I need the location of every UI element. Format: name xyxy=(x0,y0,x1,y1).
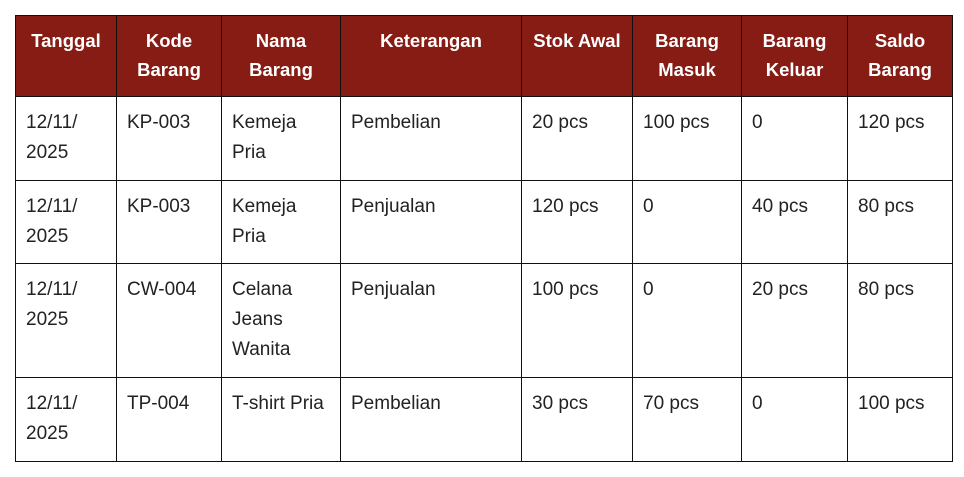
cell-nama-barang: Celana Jeans Wanita xyxy=(221,263,341,378)
cell-barang-masuk: 0 xyxy=(632,263,742,378)
stock-table: Tanggal Kode Barang Nama Barang Keterang… xyxy=(15,15,953,462)
cell-nama-barang: Kemeja Pria xyxy=(221,180,341,264)
cell-tanggal: 12/11/ 2025 xyxy=(15,96,117,181)
cell-stok-awal: 100 pcs xyxy=(521,263,633,378)
cell-saldo-barang: 80 pcs xyxy=(847,263,953,378)
cell-barang-masuk: 0 xyxy=(632,180,742,264)
cell-kode-barang: KP-003 xyxy=(116,180,222,264)
col-header-saldo-barang: Saldo Barang xyxy=(847,15,953,97)
table-row: 12/11/ 2025 CW-004 Celana Jeans Wanita Penj… xyxy=(15,263,953,378)
cell-barang-keluar: 20 pcs xyxy=(741,263,848,378)
col-header-kode-barang: Kode Barang xyxy=(116,15,222,97)
cell-keterangan: Pembelian xyxy=(340,96,522,181)
cell-nama-barang: Kemeja Pria xyxy=(221,96,341,181)
cell-saldo-barang: 80 pcs xyxy=(847,180,953,264)
header-row: Tanggal Kode Barang Nama Barang Keterang… xyxy=(15,15,953,97)
col-header-barang-masuk: Barang Masuk xyxy=(632,15,742,97)
cell-barang-keluar: 40 pcs xyxy=(741,180,848,264)
cell-kode-barang: TP-004 xyxy=(116,377,222,462)
cell-stok-awal: 30 pcs xyxy=(521,377,633,462)
cell-barang-keluar: 0 xyxy=(741,96,848,181)
cell-keterangan: Pembelian xyxy=(340,377,522,462)
cell-stok-awal: 20 pcs xyxy=(521,96,633,181)
table-row: 12/11/ 2025 KP-003 Kemeja Pria Penjualan 120… xyxy=(15,180,953,264)
cell-tanggal: 12/11/ 2025 xyxy=(15,377,117,462)
cell-barang-keluar: 0 xyxy=(741,377,848,462)
cell-nama-barang: T-shirt Pria xyxy=(221,377,341,462)
col-header-stok-awal: Stok Awal xyxy=(521,15,633,97)
cell-saldo-barang: 100 pcs xyxy=(847,377,953,462)
col-header-keterangan: Keterangan xyxy=(340,15,522,97)
cell-tanggal: 12/11/ 2025 xyxy=(15,180,117,264)
col-header-nama-barang: Nama Barang xyxy=(221,15,341,97)
cell-barang-masuk: 100 pcs xyxy=(632,96,742,181)
table-row: 12/11/ 2025 KP-003 Kemeja Pria Pembelian 20 … xyxy=(15,96,953,181)
cell-keterangan: Penjualan xyxy=(340,263,522,378)
cell-stok-awal: 120 pcs xyxy=(521,180,633,264)
table-row: 12/11/ 2025 TP-004 T-shirt Pria Pembelian 30… xyxy=(15,377,953,462)
cell-tanggal: 12/11/ 2025 xyxy=(15,263,117,378)
col-header-barang-keluar: Barang Keluar xyxy=(741,15,848,97)
cell-keterangan: Penjualan xyxy=(340,180,522,264)
cell-barang-masuk: 70 pcs xyxy=(632,377,742,462)
cell-kode-barang: KP-003 xyxy=(116,96,222,181)
cell-saldo-barang: 120 pcs xyxy=(847,96,953,181)
cell-kode-barang: CW-004 xyxy=(116,263,222,378)
col-header-tanggal: Tanggal xyxy=(15,15,117,97)
